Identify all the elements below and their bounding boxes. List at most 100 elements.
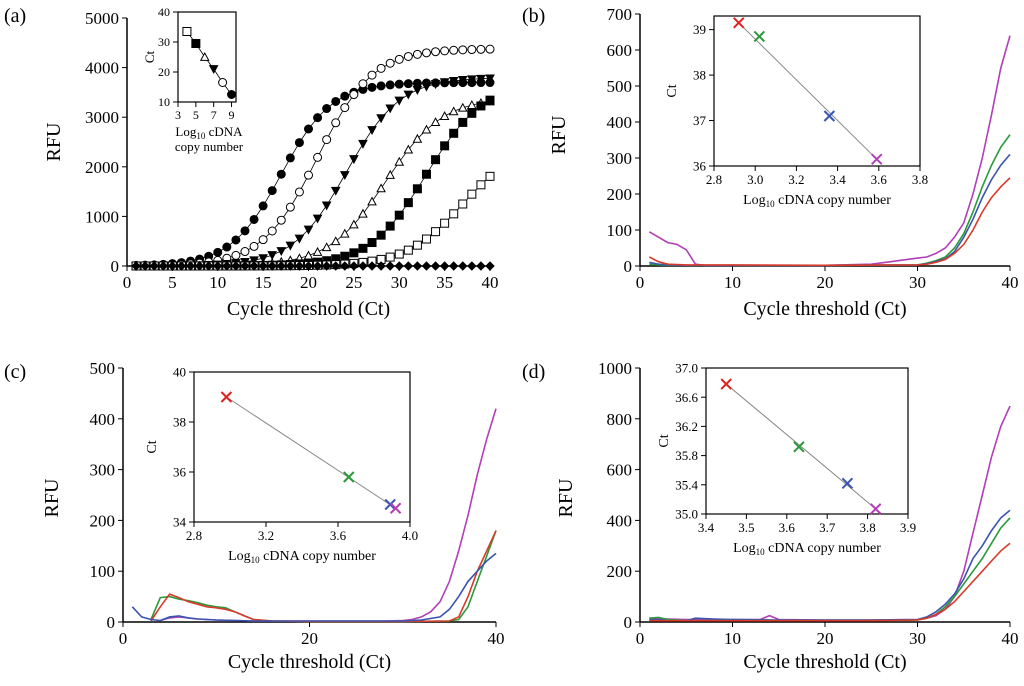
data-point — [394, 261, 404, 271]
x-tick-label: 30 — [909, 629, 926, 648]
data-point — [367, 82, 377, 92]
y-tick-label: 36 — [693, 159, 707, 174]
inset-point — [823, 110, 836, 122]
x-tick-label: 10 — [209, 273, 226, 292]
y-tick-label: 200 — [607, 185, 633, 204]
data-point — [367, 70, 377, 80]
data-point — [421, 169, 431, 179]
series-line-blue — [649, 509, 1011, 622]
data-point — [385, 261, 395, 271]
panel-label: (b) — [522, 5, 545, 27]
data-point — [394, 210, 404, 220]
series-curve — [136, 82, 490, 266]
inset-point — [733, 17, 745, 29]
data-point — [458, 117, 468, 127]
x-tick-label: 0 — [123, 273, 132, 292]
inset-point — [384, 498, 396, 511]
xlabel-rest: cDNA copy number — [765, 541, 882, 556]
data-point — [485, 95, 495, 105]
data-point — [403, 261, 414, 271]
y-tick-label: 37.0 — [675, 361, 698, 376]
data-point — [285, 153, 295, 163]
panel-label: (d) — [522, 361, 545, 383]
data-point — [276, 261, 286, 271]
y-tick-label: 400 — [90, 410, 116, 429]
data-point — [303, 225, 314, 235]
data-point — [439, 78, 450, 88]
y-tick-label: 400 — [607, 113, 633, 132]
data-point — [476, 74, 486, 84]
data-point — [349, 155, 359, 165]
panel-2: (b)0 10 20 30 400100200300400500600700Cycle … — [522, 5, 1019, 320]
y-tick-label: 10 — [158, 95, 170, 109]
data-point — [403, 79, 413, 89]
data-point — [385, 80, 395, 90]
data-point — [321, 201, 332, 211]
y-tick-label: 1000 — [85, 207, 119, 226]
data-point — [321, 261, 332, 271]
data-point — [485, 261, 495, 271]
data-point — [276, 247, 287, 257]
data-point — [467, 261, 477, 271]
data-point — [258, 201, 268, 211]
y-tick-label: 30 — [158, 35, 170, 49]
x-tick-label: 30 — [391, 273, 408, 292]
data-point — [412, 184, 422, 194]
x-tick-label: 25 — [345, 273, 362, 292]
inset: 2.8 3.0 3.2 3.4 3.6 3.8 36 37 38 39 Ct Log10 cDNA c… — [665, 15, 928, 209]
data-point — [385, 221, 395, 231]
inset-point — [841, 477, 854, 490]
inset-y-axis-title: Ct — [665, 84, 680, 97]
data-point — [358, 79, 368, 89]
xlabel-log: Log — [228, 549, 251, 564]
data-point — [421, 234, 431, 244]
y-tick-label: 1000 — [598, 359, 632, 378]
series-line-purple — [648, 35, 1011, 267]
series-filled-triangle — [131, 74, 495, 271]
x-axis-title: Cycle threshold (Ct) — [743, 298, 906, 320]
x-tick-label: 0 — [636, 629, 645, 648]
data-point — [385, 169, 396, 179]
data-point — [467, 45, 477, 55]
x-tick-label: 3.4 — [698, 520, 715, 535]
inset-fit-line — [226, 396, 396, 509]
y-tick-label: 500 — [90, 359, 116, 378]
data-point — [339, 171, 350, 181]
inset-x-axis-title: Log10 cDNA copy number — [743, 193, 891, 209]
data-point — [331, 118, 341, 128]
data-point — [267, 261, 277, 271]
data-point — [276, 215, 286, 225]
series-filled-circle — [131, 78, 495, 270]
series-filled-diamond — [131, 261, 495, 271]
data-point — [430, 80, 441, 90]
x-tick-label: 3.6 — [871, 172, 888, 187]
series-curve — [136, 176, 491, 267]
data-point — [258, 235, 268, 245]
series-curve — [136, 78, 491, 267]
y-tick-label: 800 — [607, 410, 633, 429]
x-tick-label: 7 — [211, 108, 217, 122]
y-tick-label: 700 — [607, 5, 633, 24]
y-tick-label: 0 — [107, 613, 116, 632]
x-tick-label: 3.2 — [258, 528, 274, 543]
x-tick-label: 3.7 — [819, 520, 836, 535]
x-tick-label: 3.6 — [330, 528, 347, 543]
data-point — [458, 199, 468, 209]
x-tick-label: 3.8 — [859, 520, 875, 535]
xlabel-sub: 10 — [766, 199, 776, 209]
data-point — [339, 228, 350, 238]
data-point — [440, 218, 450, 228]
x-tick-label: 3.4 — [829, 172, 846, 187]
x-axis-title: Cycle threshold (Ct) — [228, 651, 391, 673]
data-point — [448, 76, 459, 86]
data-point — [240, 226, 250, 236]
data-point — [458, 45, 468, 55]
data-point — [467, 100, 477, 109]
x-tick-label: 0 — [119, 629, 128, 648]
data-point — [276, 169, 286, 179]
y-tick-label: 3000 — [85, 108, 119, 127]
data-point — [403, 245, 413, 255]
data-point — [149, 261, 159, 271]
inset-point — [753, 30, 766, 43]
